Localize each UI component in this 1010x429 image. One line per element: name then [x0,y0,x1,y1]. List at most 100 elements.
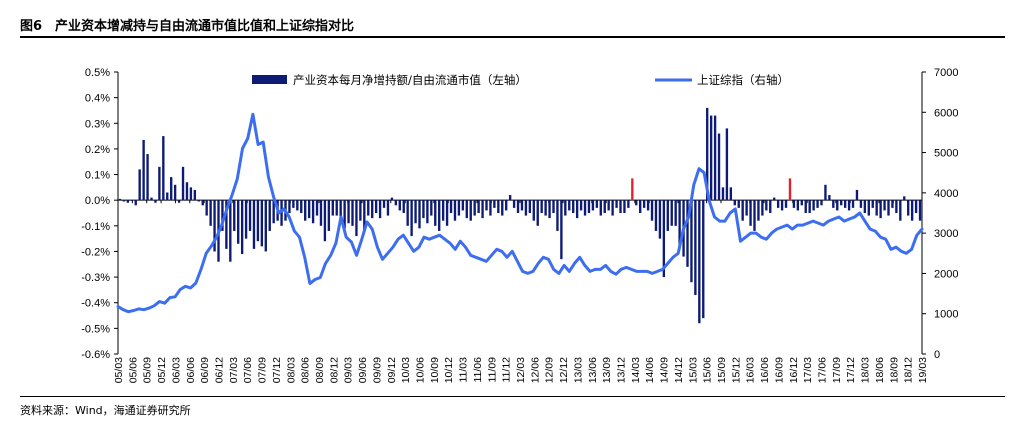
right-tick-label: 3000 [934,228,958,240]
bar [698,200,701,324]
bar [847,200,851,211]
bar [575,200,579,219]
bar [118,198,122,201]
bar [441,200,445,221]
bar [158,166,161,201]
x-tick-label: 05/03 [113,357,125,383]
bar [434,200,437,226]
title-bar: 图6 产业资本增减持与自由流通市值比值和上证综指对比 [20,8,1005,38]
bar [540,200,543,213]
bar [371,200,374,219]
bar [445,200,449,226]
bar [556,200,559,231]
bar [840,200,843,206]
bar [903,196,906,201]
bar [646,200,650,211]
x-tick-label: 14/06 [644,357,656,383]
bar [879,200,882,219]
bar [359,200,362,221]
x-tick-label: 13/03 [572,357,584,383]
bar [221,200,224,231]
bar [792,200,796,208]
legend-bar-swatch [252,75,287,84]
bar [729,187,733,201]
bar [418,200,421,229]
bar [607,200,610,211]
bar [465,200,468,219]
bar [477,200,480,213]
right-tick-label: 1000 [934,309,958,321]
bar [694,200,697,296]
bar [552,200,555,213]
bar [150,197,153,201]
bar [296,200,299,211]
bar [548,200,551,219]
x-tick-label: 13/12 [616,357,628,383]
bar [800,200,803,206]
bar [335,200,338,216]
bar [635,200,638,206]
bar [166,192,169,201]
bar [181,166,185,201]
bar [307,200,311,219]
bar [402,200,405,213]
bar [564,200,567,216]
x-tick-label: 17/12 [845,357,857,383]
bar [162,136,165,201]
bar [863,200,867,213]
x-tick-label: 17/09 [831,357,843,383]
bar [572,200,575,213]
bar [146,154,149,201]
bar [497,200,500,213]
bar [331,200,334,216]
x-tick-label: 15/12 [730,357,742,383]
bar [855,189,859,201]
x-tick-label: 12/12 [558,357,570,383]
bar [461,200,465,211]
x-tick-label: 06/03 [170,357,182,383]
bar [674,200,677,226]
x-tick-label: 16/03 [745,357,757,383]
bar [422,200,425,219]
bar [252,200,256,249]
bar [469,200,472,221]
x-tick-label: 18/09 [888,357,900,383]
x-tick-label: 18/06 [874,357,886,383]
bar [627,200,630,208]
bar [237,200,240,244]
left-tick-label: -0.3% [81,272,110,284]
bar [773,197,776,201]
x-tick-label: 19/03 [917,357,929,383]
bar [910,200,914,221]
bar [824,184,827,201]
bar [658,200,662,239]
x-tick-label: 12/09 [544,357,556,383]
bar [516,200,520,213]
bar [859,200,863,208]
x-tick-label: 07/09 [257,357,269,383]
bar [662,200,666,278]
bar [560,200,563,260]
bar [508,195,512,201]
x-tick-label: 09/06 [357,357,369,383]
bar [828,195,831,201]
bar [260,200,264,247]
bar [914,200,918,213]
bar [733,200,736,206]
bar [256,200,260,242]
x-tick-label: 13/06 [587,357,599,383]
left-tick-label: 0.0% [85,195,110,207]
left-tick-label: 0.3% [85,118,110,130]
tick-labels: 0.5% 0.4% 0.3% 0.2% 0.1% 0.0% -0.1% -0.2% -0.3% -… [81,67,958,383]
x-tick-label: 05/12 [156,357,168,383]
right-tick-label: 7000 [934,67,958,79]
bar [473,200,476,216]
bar [457,200,461,216]
x-tick-label: 08/09 [314,357,326,383]
bar [780,200,784,211]
bar [268,200,271,231]
bar [438,200,441,231]
bar [741,200,744,221]
bar [505,200,508,211]
bar [485,200,488,211]
